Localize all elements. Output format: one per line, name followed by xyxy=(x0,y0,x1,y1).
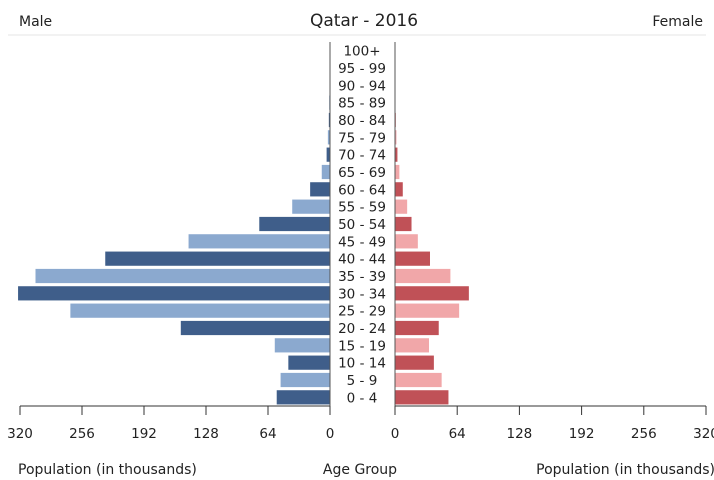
female-x-axis-title: Population (in thousands) xyxy=(536,462,714,478)
female-bar-40-44 xyxy=(395,251,430,266)
male-tick-label: 0 xyxy=(326,426,335,442)
age-group-label: 95 - 99 xyxy=(338,61,386,77)
male-bar-55-59 xyxy=(292,199,330,214)
age-group-label: 50 - 54 xyxy=(338,217,386,233)
age-group-label: 80 - 84 xyxy=(338,113,386,129)
female-bar-70-74 xyxy=(395,147,398,162)
female-bar-35-39 xyxy=(395,268,451,284)
female-tick-label: 0 xyxy=(391,426,400,442)
age-group-label: 10 - 14 xyxy=(338,356,386,372)
female-bar-65-69 xyxy=(395,164,400,180)
male-bar-35-39 xyxy=(35,268,330,284)
male-bar-65-69 xyxy=(321,164,330,180)
female-bar-45-49 xyxy=(395,234,418,249)
male-tick-label: 256 xyxy=(69,426,95,442)
female-bar-30-34 xyxy=(395,286,469,301)
male-tick-label: 320 xyxy=(7,426,33,442)
female-label: Female xyxy=(652,14,703,30)
male-bar-75-79 xyxy=(327,130,330,145)
age-group-label: 25 - 29 xyxy=(338,304,386,320)
female-bar-75-79 xyxy=(395,130,397,145)
male-bar-30-34 xyxy=(18,286,330,301)
female-x-axis: 0 64 128 192 256 320 xyxy=(391,405,714,442)
male-bar-25-29 xyxy=(70,303,330,318)
female-tick-label: 192 xyxy=(569,426,595,442)
male-label: Male xyxy=(19,14,52,30)
female-tick-label: 64 xyxy=(449,426,466,442)
age-group-label: 75 - 79 xyxy=(338,130,386,146)
age-group-label: 15 - 19 xyxy=(338,338,386,354)
male-bar-10-14 xyxy=(288,355,330,370)
male-tick-label: 128 xyxy=(193,426,219,442)
male-tick-label: 192 xyxy=(131,426,157,442)
female-bar-0-4 xyxy=(395,390,449,405)
age-group-label: 100+ xyxy=(343,44,380,60)
male-bar-45-49 xyxy=(188,234,330,249)
female-bar-55-59 xyxy=(395,199,408,214)
male-bar-50-54 xyxy=(259,216,330,232)
age-group-label: 35 - 39 xyxy=(338,269,386,285)
age-group-label: 30 - 34 xyxy=(338,286,386,302)
age-group-label: 85 - 89 xyxy=(338,96,386,112)
age-group-label: 70 - 74 xyxy=(338,148,386,164)
male-bar-80-84 xyxy=(328,112,330,128)
male-plot xyxy=(18,42,331,406)
age-group-label: 90 - 94 xyxy=(338,78,386,94)
male-x-axis: 0 64 128 192 256 320 xyxy=(7,405,335,442)
age-group-axis-title: Age Group xyxy=(323,462,397,478)
male-bar-15-19 xyxy=(274,338,330,353)
age-group-label: 0 - 4 xyxy=(347,390,378,406)
female-plot xyxy=(394,42,469,406)
female-bar-25-29 xyxy=(395,303,460,318)
female-bar-10-14 xyxy=(395,355,434,370)
male-x-axis-title: Population (in thousands) xyxy=(18,462,197,478)
age-group-label: 45 - 49 xyxy=(338,234,386,250)
male-bar-70-74 xyxy=(326,147,330,162)
female-bar-50-54 xyxy=(395,216,412,232)
age-group-label: 65 - 69 xyxy=(338,165,386,181)
male-bar-40-44 xyxy=(105,251,330,266)
male-bar-5-9 xyxy=(280,372,330,388)
female-bar-5-9 xyxy=(395,372,442,388)
male-bar-0-4 xyxy=(276,390,330,405)
chart-title: Qatar - 2016 xyxy=(310,11,418,31)
female-tick-label: 320 xyxy=(693,426,714,442)
female-bar-60-64 xyxy=(395,182,403,197)
female-bar-20-24 xyxy=(395,320,439,336)
age-group-label: 60 - 64 xyxy=(338,182,386,198)
age-group-label: 55 - 59 xyxy=(338,200,386,216)
male-tick-label: 64 xyxy=(259,426,276,442)
male-bar-60-64 xyxy=(310,182,330,197)
age-group-label: 5 - 9 xyxy=(347,373,378,389)
female-tick-label: 256 xyxy=(631,426,657,442)
female-tick-label: 128 xyxy=(507,426,533,442)
female-bar-15-19 xyxy=(395,338,430,353)
male-bar-20-24 xyxy=(180,320,330,336)
age-group-label: 20 - 24 xyxy=(338,321,386,337)
age-group-label: 40 - 44 xyxy=(338,252,386,268)
